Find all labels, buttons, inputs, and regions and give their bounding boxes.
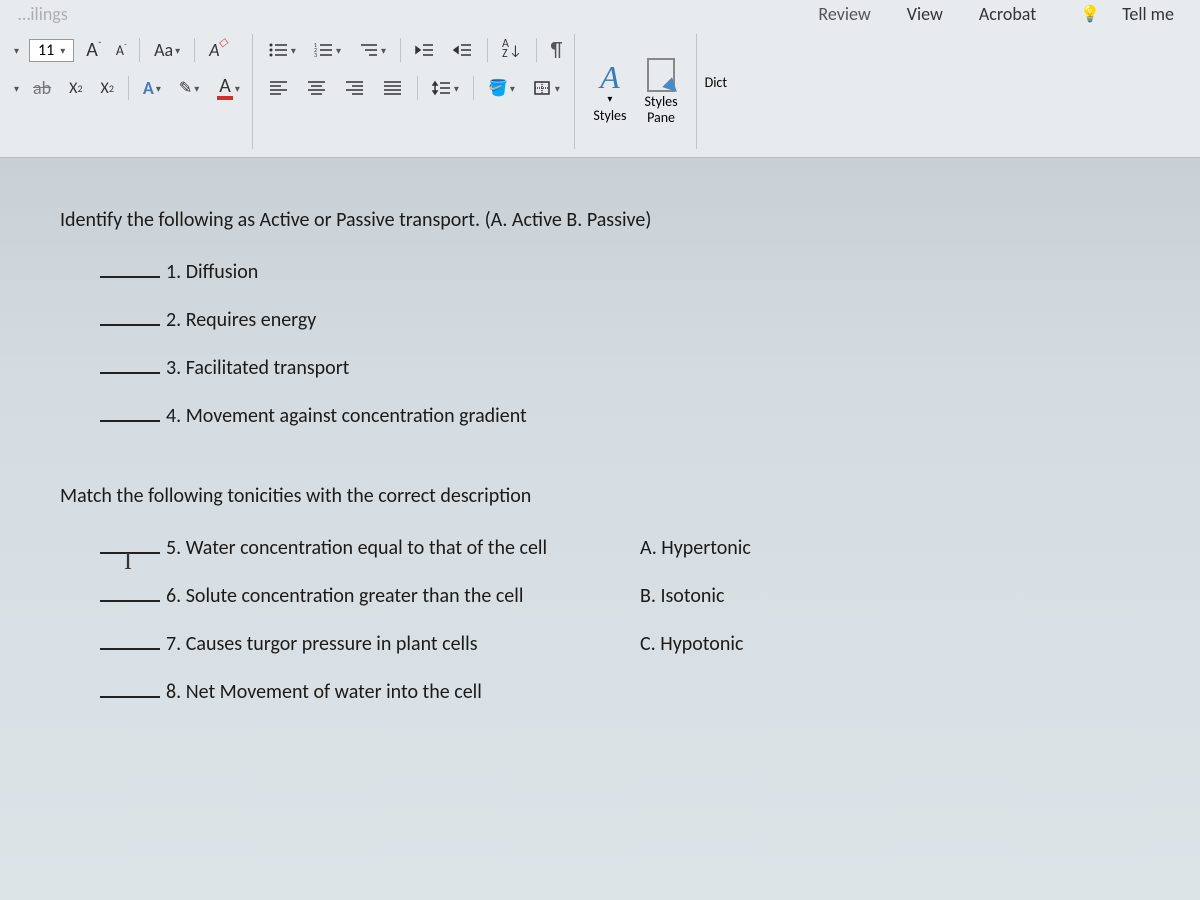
match-left-text: 6. Solute concentration greater than the…	[166, 574, 523, 618]
strikethrough-button[interactable]: ab	[29, 75, 55, 101]
match-right-text: A. Hypertonic	[640, 526, 1140, 570]
styles-pane-icon	[647, 58, 675, 92]
match-row: 8. Net Movement of water into the cell	[100, 670, 1140, 714]
tab-view[interactable]: View	[899, 1, 951, 27]
question-2-title: Match the following tonicities with the …	[60, 474, 1140, 518]
align-center-button[interactable]	[303, 78, 331, 98]
paragraph-group: ▾ 123 ▾ ▾ AZ↓ ¶	[257, 34, 575, 149]
decrease-indent-button[interactable]	[411, 40, 439, 60]
grow-font-button[interactable]: Aˆ	[84, 38, 104, 62]
borders-button[interactable]: ▾	[529, 78, 564, 98]
question-item: 1. Diffusion	[100, 250, 1140, 294]
match-right-text: C. Hypotonic	[640, 622, 1140, 666]
subscript-button[interactable]: X2	[65, 77, 86, 100]
ribbon-tabs: …ilings Review View Acrobat 💡 Tell me	[0, 0, 1200, 28]
font-color-button[interactable]: A ▾	[213, 74, 244, 102]
answer-blank[interactable]	[100, 696, 160, 698]
lightbulb-icon: 💡	[1072, 2, 1108, 26]
font-size-value: 11	[38, 41, 54, 60]
document-area: Identify the following as Active or Pass…	[0, 158, 1200, 900]
tell-me-label: Tell me	[1114, 1, 1182, 27]
question-text: 2. Requires energy	[166, 298, 316, 342]
bullet-list-button[interactable]: ▾	[265, 40, 300, 60]
answer-blank[interactable]	[100, 324, 160, 326]
multilevel-list-button[interactable]: ▾	[355, 40, 390, 60]
sort-button[interactable]: AZ↓	[498, 38, 526, 61]
tab-review[interactable]: Review	[810, 1, 878, 27]
styles-pane-label: Styles Pane	[644, 94, 677, 125]
answer-blank[interactable]	[100, 372, 160, 374]
svg-text:3: 3	[314, 51, 317, 58]
match-row: 7. Causes turgor pressure in plant cells…	[100, 622, 1140, 666]
dictate-group: Dict	[696, 34, 735, 149]
styles-gallery-button[interactable]: A ▾ Styles	[587, 55, 632, 128]
increase-indent-button[interactable]	[449, 40, 477, 60]
clear-formatting-button[interactable]: A◇	[205, 37, 223, 63]
shading-button[interactable]: 🪣 ▾	[484, 76, 519, 100]
line-spacing-button[interactable]: ▾	[428, 78, 463, 98]
font-size-selector[interactable]: 11 ▾	[29, 39, 74, 62]
border-dropdown-arrow[interactable]: ▾	[14, 82, 19, 95]
match-row: 6. Solute concentration greater than the…	[100, 574, 1140, 618]
question-text: 4. Movement against concentration gradie…	[166, 394, 527, 438]
numbered-list-button[interactable]: 123 ▾	[310, 40, 345, 60]
question-1-title: Identify the following as Active or Pass…	[60, 198, 1140, 242]
shrink-font-button[interactable]: Aˇ	[114, 42, 129, 59]
styles-label: Styles	[593, 107, 626, 124]
answer-blank[interactable]	[100, 420, 160, 422]
question-item: 4. Movement against concentration gradie…	[100, 394, 1140, 438]
question-item: 2. Requires energy	[100, 298, 1140, 342]
font-size-dropdown-arrow: ▾	[60, 44, 65, 57]
question-item: 3. Facilitated transport	[100, 346, 1140, 390]
match-left-text: 5. Water concentration equal to that of …	[166, 526, 547, 570]
answer-blank[interactable]	[100, 600, 160, 602]
tell-me-search[interactable]: 💡 Tell me	[1064, 0, 1190, 29]
justify-button[interactable]	[379, 78, 407, 98]
change-case-button[interactable]: Aa ▾	[150, 37, 184, 63]
styles-group: A ▾ Styles Styles Pane	[579, 34, 691, 149]
match-row: I 5. Water concentration equal to that o…	[100, 526, 1140, 570]
font-family-dropdown-arrow[interactable]: ▾	[14, 44, 19, 57]
tab-acrobat[interactable]: Acrobat	[971, 1, 1044, 27]
highlight-button[interactable]: ✎ ▾	[175, 76, 203, 100]
text-cursor-icon: I	[118, 536, 138, 589]
tab-mailings-partial: …ilings	[10, 1, 76, 27]
align-left-button[interactable]	[265, 78, 293, 98]
answer-blank[interactable]	[100, 276, 160, 278]
font-group: ▾ 11 ▾ Aˆ Aˇ Aa ▾ A◇ ▾ ab X2 X2	[4, 34, 253, 149]
align-right-button[interactable]	[341, 78, 369, 98]
dictate-label[interactable]: Dict	[705, 74, 727, 91]
match-left-text: 8. Net Movement of water into the cell	[166, 670, 482, 714]
styles-pane-button[interactable]: Styles Pane	[638, 54, 683, 129]
text-effects-button[interactable]: A ▾	[139, 75, 165, 101]
match-left-text: 7. Causes turgor pressure in plant cells	[166, 622, 478, 666]
ribbon-toolbar: ▾ 11 ▾ Aˆ Aˇ Aa ▾ A◇ ▾ ab X2 X2	[0, 28, 1200, 158]
question-text: 1. Diffusion	[166, 250, 258, 294]
answer-blank[interactable]	[100, 648, 160, 650]
question-text: 3. Facilitated transport	[166, 346, 349, 390]
show-hide-paragraph-button[interactable]: ¶	[547, 36, 567, 64]
match-right-text: B. Isotonic	[640, 574, 1140, 618]
superscript-button[interactable]: X2	[97, 77, 118, 100]
